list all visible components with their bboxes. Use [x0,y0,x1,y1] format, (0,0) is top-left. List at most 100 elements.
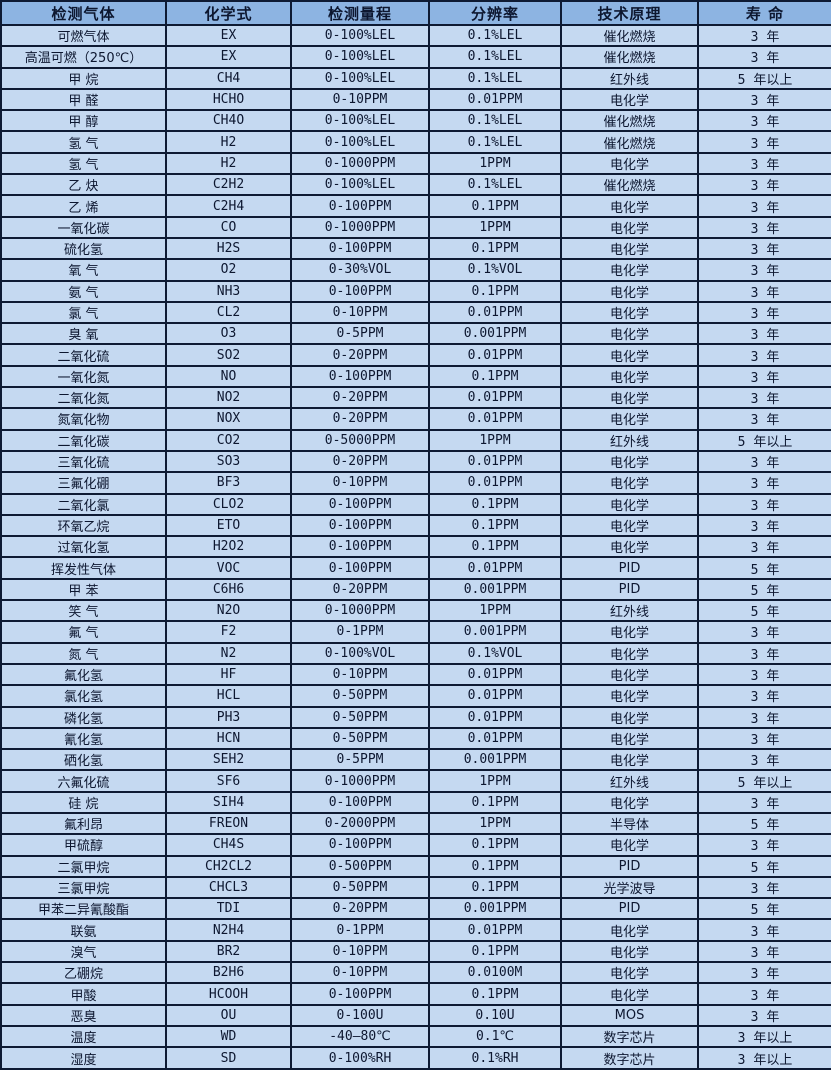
cell-formula: CH4O [165,109,292,133]
table-row: 氮 气 N2 0-100%VOL 0.1%VOL 电化学 3 年 [0,641,831,665]
cell-principle: 电化学 [560,258,699,282]
cell-formula: H2S [165,236,292,261]
cell-principle: 电化学 [560,492,699,516]
cell-formula: HCN [165,726,292,751]
cell-resolution: 1PPM [428,428,562,452]
table-row: 氯 气 CL2 0-10PPM 0.01PPM 电化学 3 年 [0,300,831,325]
table-row: 挥发性气体 VOC 0-100PPM 0.01PPM PID 5 年 [0,556,831,580]
table-row: 六氟化硫 SF6 0-1000PPM 1PPM 红外线 5 年以上 [0,769,831,793]
cell-resolution: 0.1%LEL [428,45,562,69]
cell-formula: TDI [165,897,292,921]
cell-range: 0-5PPM [290,322,430,346]
cell-principle: 电化学 [560,790,699,814]
cell-gas: 氮 气 [0,641,167,665]
cell-range: 0-100U [290,1003,430,1027]
table-row: 氟利昂 FREON 0-2000PPM 1PPM 半导体 5 年 [0,811,831,836]
cell-range: 0-10PPM [290,87,430,112]
table-row: 臭 氧 O3 0-5PPM 0.001PPM 电化学 3 年 [0,322,831,346]
cell-range: 0-100PPM [290,556,430,580]
table-row: 硒化氢 SEH2 0-5PPM 0.001PPM 电化学 3 年 [0,748,831,772]
cell-formula: SIH4 [165,790,292,814]
cell-resolution: 0.01PPM [428,343,562,367]
cell-life: 3 年 [697,726,831,751]
cell-range: 0-100PPM [290,982,430,1006]
cell-life: 5 年以上 [697,66,831,90]
table-row: 甲 醇 CH4O 0-100%LEL 0.1%LEL 催化燃烧 3 年 [0,109,831,133]
cell-gas: 氟 气 [0,620,167,644]
cell-gas: 氧 气 [0,258,167,282]
cell-principle: 电化学 [560,748,699,772]
cell-gas: 氟利昂 [0,811,167,836]
cell-life: 3 年 [697,258,831,282]
cell-principle: 数字芯片 [560,1024,699,1049]
cell-principle: 电化学 [560,300,699,325]
cell-life: 3 年 [697,641,831,665]
cell-resolution: 0.1PPM [428,236,562,261]
cell-life: 3 年 [697,343,831,367]
cell-formula: B2H6 [165,961,292,985]
cell-gas: 过氧化氢 [0,535,167,559]
cell-resolution: 0.1PPM [428,279,562,303]
cell-life: 3 年 [697,662,831,687]
cell-gas: 湿度 [0,1046,167,1070]
cell-principle: 电化学 [560,726,699,751]
cell-range: 0-20PPM [290,386,430,410]
table-row: 乙硼烷 B2H6 0-10PPM 0.0100M 电化学 3 年 [0,961,831,985]
cell-range: 0-100PPM [290,236,430,261]
cell-life: 3 年 [697,215,831,239]
cell-formula: HCOOH [165,982,292,1006]
cell-principle: 电化学 [560,662,699,687]
cell-resolution: 0.1%LEL [428,66,562,90]
cell-life: 3 年 [697,748,831,772]
cell-formula: CH2CL2 [165,854,292,878]
cell-principle: 电化学 [560,236,699,261]
cell-life: 5 年 [697,811,831,836]
cell-life: 5 年 [697,577,831,602]
cell-resolution: 0.1PPM [428,854,562,878]
cell-formula: PH3 [165,705,292,729]
cell-principle: PID [560,897,699,921]
cell-principle: 电化学 [560,535,699,559]
table-row: 三氟化硼 BF3 0-10PPM 0.01PPM 电化学 3 年 [0,471,831,495]
cell-life: 3 年 [697,407,831,431]
cell-resolution: 1PPM [428,599,562,623]
header-row: 检测气体 化学式 检测量程 分辨率 技术原理寿 命 [0,0,831,26]
cell-resolution: 0.1PPM [428,513,562,538]
cell-principle: 电化学 [560,407,699,431]
table-row: 过氧化氢 H2O2 0-100PPM 0.1PPM 电化学 3 年 [0,535,831,559]
cell-principle: 催化燃烧 [560,23,699,48]
cell-principle: 电化学 [560,449,699,474]
cell-life: 3 年 [697,939,831,964]
cell-resolution: 0.1%RH [428,1046,562,1070]
cell-formula: H2 [165,130,292,154]
cell-formula: C2H2 [165,173,292,197]
table-row: 环氧乙烷 ETO 0-100PPM 0.1PPM 电化学 3 年 [0,513,831,538]
cell-range: 0-1000PPM [290,769,430,793]
cell-principle: 电化学 [560,939,699,964]
cell-life: 3 年 [697,449,831,474]
cell-resolution: 0.001PPM [428,322,562,346]
cell-principle: 电化学 [560,215,699,239]
cell-gas: 甲硫醇 [0,833,167,857]
column-header-resolution: 分辨率 [428,0,562,26]
cell-range: 0-10PPM [290,471,430,495]
cell-resolution: 0.01PPM [428,918,562,942]
cell-life: 3 年 [697,513,831,538]
cell-principle: 电化学 [560,151,699,176]
cell-life: 3 年 [697,130,831,154]
cell-principle: PID [560,556,699,580]
cell-life: 3 年 [697,684,831,708]
cell-formula: NH3 [165,279,292,303]
cell-formula: EX [165,45,292,69]
cell-principle: 电化学 [560,918,699,942]
cell-range: 0-100%RH [290,1046,430,1070]
cell-gas: 氯化氢 [0,684,167,708]
cell-range: 0-100PPM [290,535,430,559]
cell-range: 0-1000PPM [290,599,430,623]
cell-range: 0-100%LEL [290,66,430,90]
cell-gas: 乙 炔 [0,173,167,197]
table-row: 氯化氢 HCL 0-50PPM 0.01PPM 电化学 3 年 [0,684,831,708]
cell-formula: H2O2 [165,535,292,559]
table-row: 氰化氢 HCN 0-50PPM 0.01PPM 电化学 3 年 [0,726,831,751]
cell-gas: 一氧化氮 [0,364,167,389]
